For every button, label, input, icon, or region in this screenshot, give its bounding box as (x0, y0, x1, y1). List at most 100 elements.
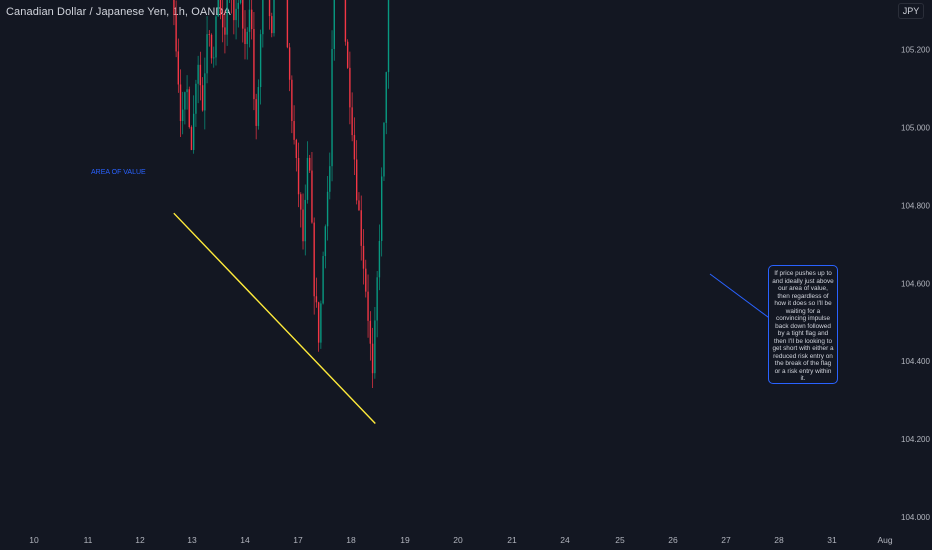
candle (329, 152, 331, 200)
candle-body (353, 135, 356, 160)
candle (365, 259, 367, 298)
candle-body (291, 79, 293, 122)
candle (293, 105, 295, 145)
candle (351, 92, 353, 142)
candle-body (317, 302, 320, 343)
candle-body (195, 83, 197, 114)
candle (179, 69, 182, 138)
candle (320, 300, 322, 349)
candle-body (355, 159, 358, 201)
y-tick-label: 104.000 (901, 513, 930, 522)
candle-body (213, 57, 215, 59)
candle (387, 0, 390, 89)
x-tick-label: 26 (668, 535, 678, 545)
candle-body (206, 34, 208, 74)
candle-body (273, 0, 275, 34)
candle-body (250, 9, 253, 30)
y-tick-label: 105.200 (901, 46, 930, 55)
candle-body (188, 89, 190, 128)
candle-body (346, 41, 349, 68)
candle (206, 16, 208, 84)
candle-body (181, 109, 184, 122)
candle (255, 93, 257, 140)
candle-body (197, 64, 199, 84)
candle-body (262, 0, 264, 35)
y-axis[interactable]: 107.800107.600107.400107.200107.000106.8… (897, 0, 930, 522)
candle (231, 0, 232, 14)
trade-plan-note: If price pushes up to and ideally just a… (768, 265, 838, 384)
currency-badge[interactable]: JPY (898, 3, 924, 19)
candle-body (326, 191, 329, 227)
candle-body (173, 0, 175, 15)
candle-body (304, 199, 306, 242)
candle (273, 0, 275, 37)
candle (239, 0, 242, 5)
candle-series (173, 0, 390, 389)
candle (181, 91, 184, 135)
candle (199, 51, 202, 101)
candle (302, 193, 304, 250)
candle (353, 117, 356, 176)
candle-body (224, 27, 226, 35)
x-tick-label: Aug (877, 535, 892, 545)
candle (177, 38, 180, 93)
candle (313, 217, 315, 315)
candle-body (179, 84, 182, 122)
candle-body (268, 0, 271, 17)
candle-body (300, 194, 302, 210)
candle (271, 12, 273, 38)
candle (311, 151, 313, 224)
candle-body (293, 121, 295, 140)
candle (378, 224, 381, 291)
candle (226, 0, 228, 46)
candle (309, 154, 311, 173)
candle (355, 140, 358, 205)
candle-body (221, 14, 224, 28)
candle (369, 311, 372, 361)
candle (242, 0, 244, 43)
candle (192, 95, 195, 154)
candle (224, 10, 226, 54)
x-tick-label: 25 (615, 535, 625, 545)
candle-body (358, 200, 360, 211)
candle-body (204, 73, 206, 111)
x-tick-label: 28 (774, 535, 784, 545)
projection-path (709, 273, 773, 321)
y-tick-label: 104.800 (901, 201, 930, 210)
x-tick-label: 11 (84, 535, 93, 545)
candle-body (242, 0, 244, 29)
candle-body (351, 107, 353, 136)
candle-body (315, 296, 318, 303)
candle (173, 0, 175, 26)
x-tick-label: 27 (721, 535, 731, 545)
candle-body (309, 157, 311, 171)
candle-body (239, 0, 242, 3)
candle (268, 0, 271, 30)
candle-body (208, 34, 210, 35)
x-tick-label: 31 (827, 535, 837, 545)
candle (208, 30, 210, 47)
candle-body (344, 0, 347, 42)
candle-body (387, 0, 390, 73)
candle-body (362, 245, 365, 269)
candle-body (255, 99, 257, 126)
candle-body (295, 139, 298, 158)
x-tick-label: 18 (346, 535, 356, 545)
candle (346, 39, 349, 69)
candle-body (201, 85, 204, 111)
candle (248, 0, 251, 48)
note-pointer (709, 273, 773, 321)
candle (201, 77, 204, 112)
candle-body (369, 320, 372, 344)
candle-body (306, 157, 309, 200)
candle (291, 75, 293, 134)
candle (371, 327, 374, 389)
candle (360, 195, 362, 261)
candle-body (219, 0, 222, 15)
trendlines (173, 212, 376, 425)
x-tick-label: 13 (187, 535, 197, 545)
candle (349, 51, 351, 125)
candle-body (288, 47, 291, 80)
x-axis[interactable]: 10 11 12 13 14 17 18 19 20 21 24 25 26 27 28 31 Aug (29, 535, 893, 545)
